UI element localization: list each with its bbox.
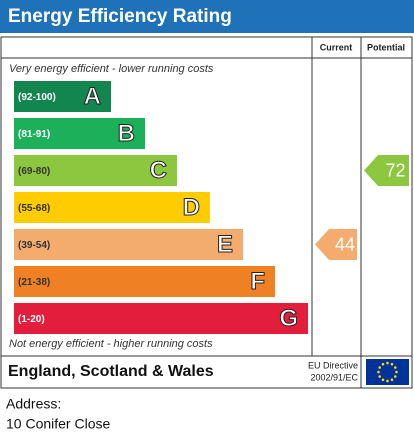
band-range: (21-38) [18,277,50,288]
eu-star [395,370,398,374]
band-range: (92-100) [18,92,56,103]
rating-arrow [364,155,409,186]
band-letter: F [250,268,265,295]
eu-star [386,361,389,365]
eu-star [386,379,389,383]
title: Energy Efficiency Rating [8,6,232,27]
eu-star [390,362,394,366]
eu-star [390,378,394,382]
band-letter: D [183,194,200,221]
top-note: Very energy efficient - lower running co… [9,63,214,75]
eu-star [381,362,385,366]
band-range: (81-91) [18,129,50,140]
eu-star [381,378,385,382]
eu-star [393,375,397,378]
eu-star [393,366,397,369]
band-letter: E [217,231,233,258]
directive: EU Directive [308,360,358,370]
band-letter: G [279,305,298,332]
band-range: (1-20) [18,314,45,325]
region: England, Scotland & Wales [8,363,214,380]
eu-star [377,370,380,374]
band-letter: C [150,157,167,184]
band [14,303,308,334]
band [14,118,145,149]
rating-arrow [315,229,357,260]
address-value: 10 Conifer Close [6,416,110,432]
eu-star [378,375,382,378]
band [14,155,177,186]
band [14,266,275,297]
rating-value: 44 [335,234,355,254]
eu-stars [377,361,398,383]
column-header: Current [320,42,353,52]
band [14,192,210,223]
band-range: (69-80) [18,166,50,177]
frame [0,36,413,389]
eu-star [378,366,382,369]
band-letter: B [118,120,135,147]
band [14,81,111,112]
band-range: (55-68) [18,203,50,214]
title-bar [0,0,414,33]
directive: 2002/91/EC [310,372,358,382]
band-range: (39-54) [18,240,50,251]
band [14,229,243,260]
band-letter: A [84,83,101,110]
column-header: Potential [367,42,405,52]
rating-value: 72 [385,160,405,180]
bottom-note: Not energy efficient - higher running co… [9,338,213,350]
address-label: Address: [6,396,61,412]
